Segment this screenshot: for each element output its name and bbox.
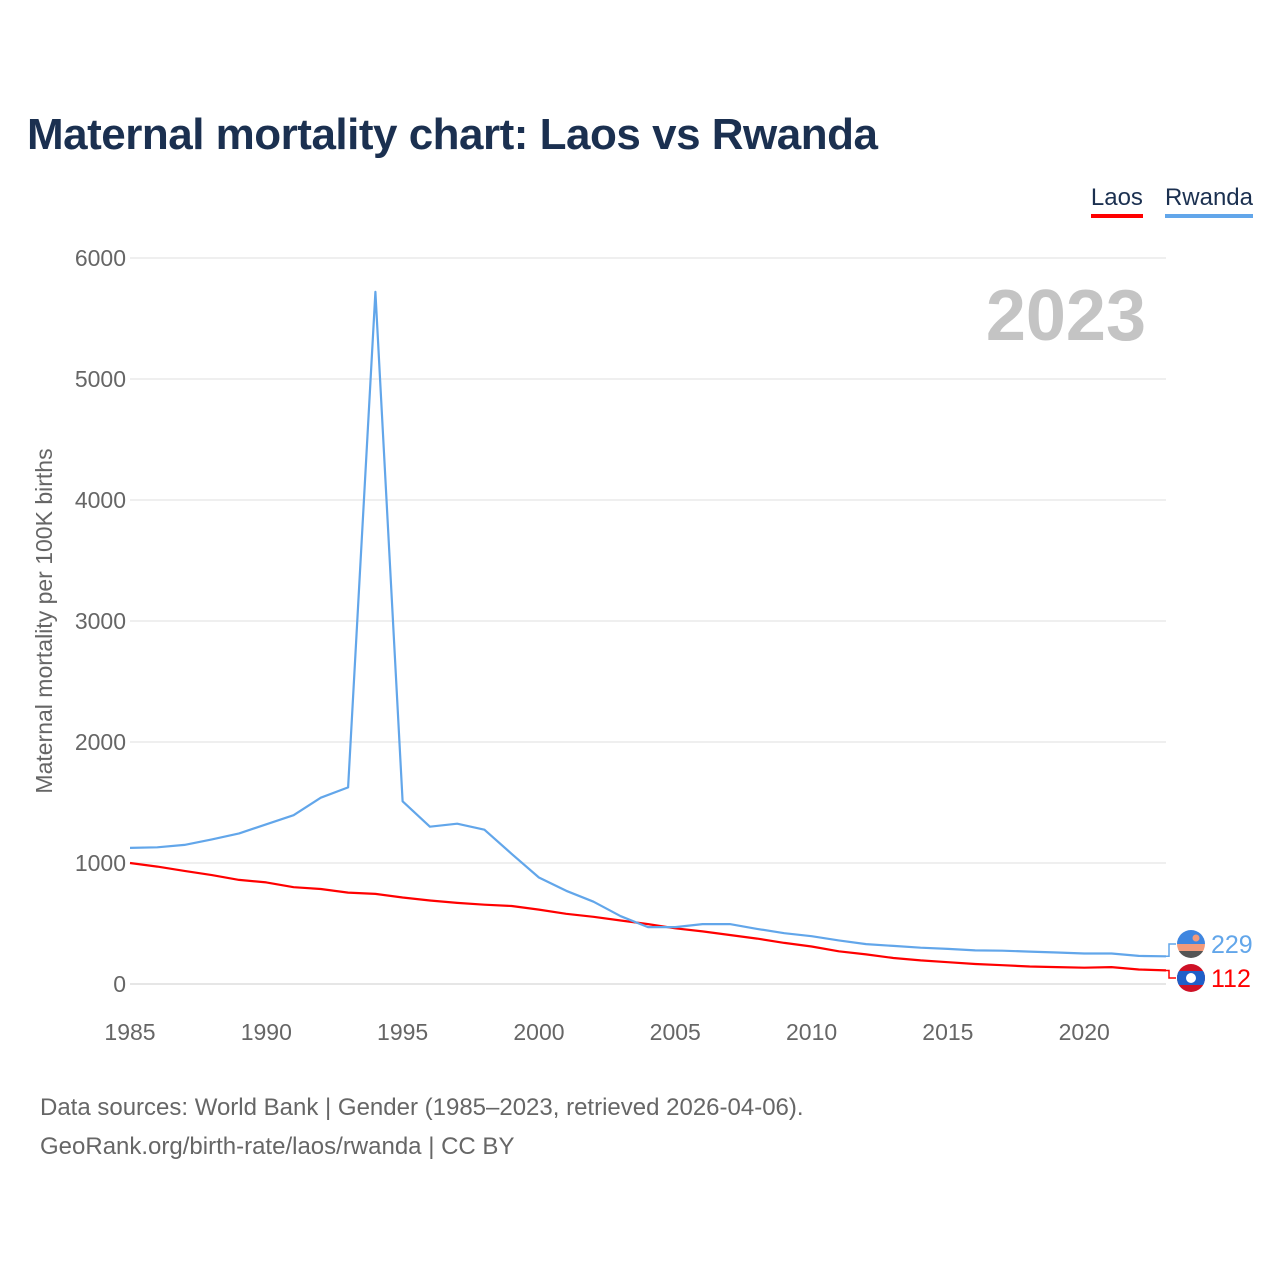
source-text: Data sources: World Bank | Gender (1985–… (40, 1094, 804, 1121)
attribution-link[interactable]: GeoRank.org/birth-rate/laos/rwanda | CC … (40, 1133, 515, 1160)
footer: Data sources: World Bank | Gender (1985–… (40, 1088, 804, 1166)
end-value-label-laos: 112 (1211, 965, 1251, 993)
x-tick-label: 1990 (241, 1019, 292, 1045)
legend-item-laos[interactable]: Laos (1090, 184, 1143, 218)
end-value-label-rwanda: 229 (1211, 931, 1253, 959)
y-tick-label: 2000 (75, 729, 126, 755)
flag-laos-icon (1177, 964, 1205, 992)
y-tick-label: 3000 (75, 608, 126, 634)
year-watermark: 2023 (986, 276, 1146, 356)
y-tick-label: 5000 (75, 366, 126, 392)
series-line-laos (129, 861, 1167, 972)
x-tick-label: 2000 (513, 1019, 564, 1045)
x-tick-label: 2005 (650, 1019, 701, 1045)
x-tick-label: 1985 (104, 1019, 155, 1045)
y-tick-label: 1000 (75, 850, 126, 876)
x-tick-label: 2015 (922, 1019, 973, 1045)
x-tick-label: 1995 (377, 1019, 428, 1045)
legend-item-rwanda[interactable]: Rwanda (1164, 184, 1253, 218)
chart-title: Maternal mortality chart: Laos vs Rwanda (27, 110, 878, 159)
y-tick-label: 6000 (75, 245, 126, 271)
end-connector (1166, 969, 1176, 979)
x-tick-label: 2020 (1059, 1019, 1110, 1045)
flag-rwanda-icon (1177, 930, 1205, 958)
y-tick-label: 4000 (75, 487, 126, 513)
y-tick-label: 0 (113, 971, 126, 997)
legend: Laos Rwanda (1090, 184, 1253, 218)
x-tick-label: 2010 (786, 1019, 837, 1045)
series-line-rwanda (129, 290, 1167, 958)
y-axis-label: Maternal mortality per 100K births (31, 448, 57, 793)
end-connector (1166, 943, 1176, 958)
